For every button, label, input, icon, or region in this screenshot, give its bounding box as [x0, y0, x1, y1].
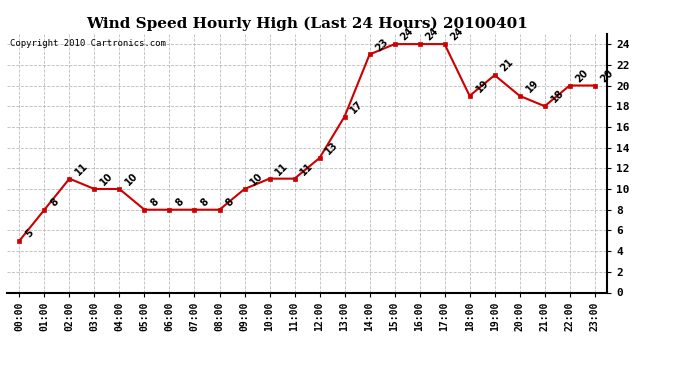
Text: 8: 8 — [48, 196, 61, 208]
Text: 24: 24 — [448, 26, 465, 43]
Text: 24: 24 — [424, 26, 440, 43]
Text: 8: 8 — [174, 196, 186, 208]
Text: 10: 10 — [99, 171, 115, 188]
Text: 13: 13 — [324, 140, 340, 156]
Text: 11: 11 — [74, 160, 90, 177]
Text: 10: 10 — [124, 171, 140, 188]
Text: 24: 24 — [399, 26, 415, 43]
Text: 21: 21 — [499, 57, 515, 74]
Text: 18: 18 — [549, 88, 566, 105]
Text: 19: 19 — [524, 78, 540, 94]
Text: 8: 8 — [199, 196, 210, 208]
Text: 17: 17 — [348, 99, 365, 115]
Text: 23: 23 — [374, 36, 391, 53]
Text: 20: 20 — [574, 68, 591, 84]
Text: 11: 11 — [274, 160, 290, 177]
Text: Copyright 2010 Cartronics.com: Copyright 2010 Cartronics.com — [10, 39, 166, 48]
Text: 11: 11 — [299, 160, 315, 177]
Text: 19: 19 — [474, 78, 491, 94]
Text: 20: 20 — [599, 68, 615, 84]
Text: 10: 10 — [248, 171, 265, 188]
Text: 8: 8 — [224, 196, 235, 208]
Title: Wind Speed Hourly High (Last 24 Hours) 20100401: Wind Speed Hourly High (Last 24 Hours) 2… — [86, 17, 528, 31]
Text: 5: 5 — [23, 228, 35, 239]
Text: 8: 8 — [148, 196, 161, 208]
